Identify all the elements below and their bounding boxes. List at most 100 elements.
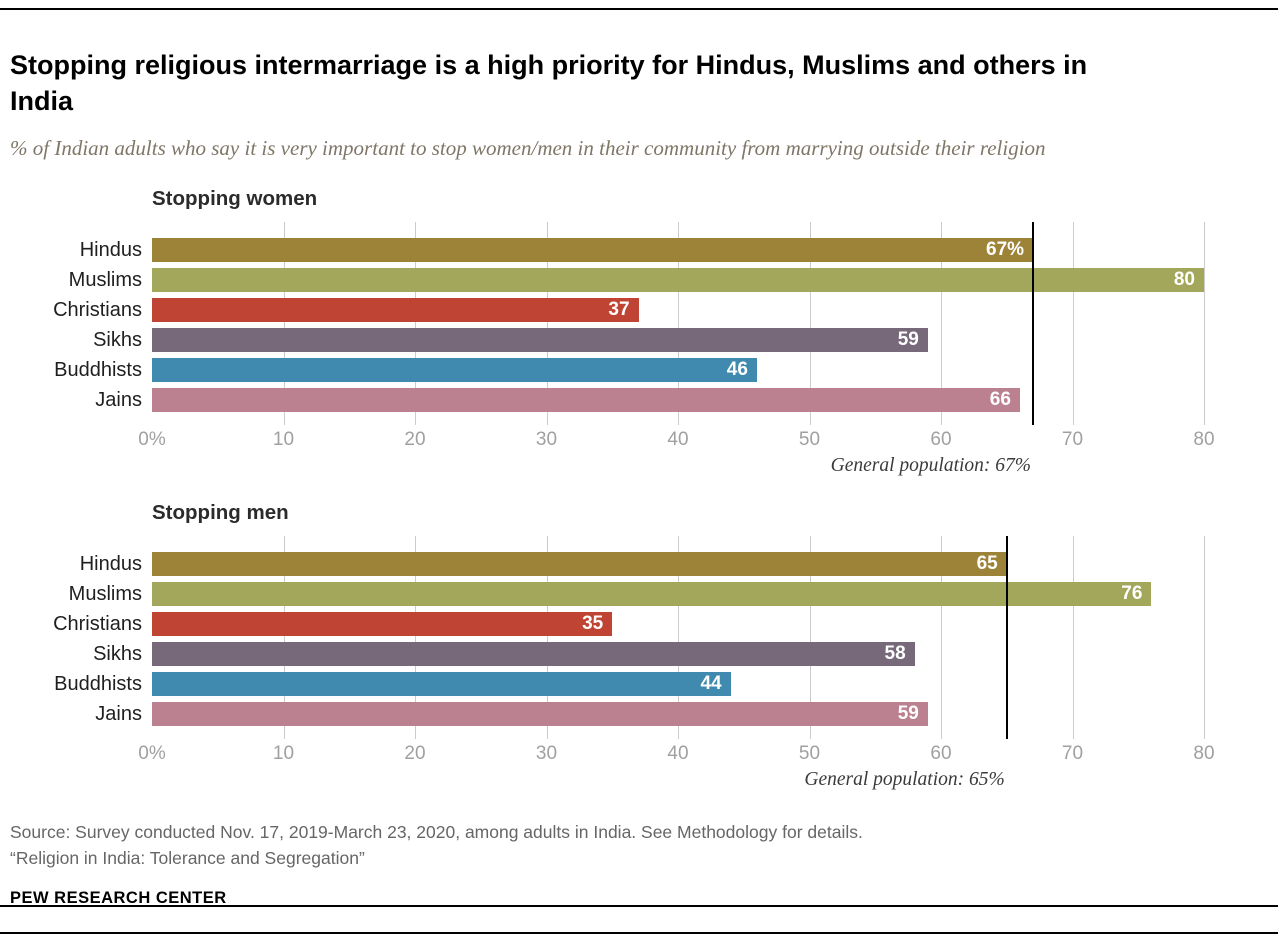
gridline <box>546 221 548 425</box>
bar-christians: 35 <box>152 611 613 636</box>
axis-tick-label: 20 <box>404 428 426 450</box>
bar-value-label: 58 <box>884 642 906 664</box>
bar-row-hindus: 65 <box>152 549 1204 579</box>
general-population-label: General population: 67% <box>830 454 1032 476</box>
bar-value-label: 76 <box>1121 582 1143 604</box>
gridline <box>283 221 285 425</box>
chart-body: Hindus Muslims Christians Sikhs Buddhists Jai… <box>10 535 1205 739</box>
gridline <box>1204 535 1205 739</box>
bar-value-label: 35 <box>582 612 604 634</box>
bar-row-christians: 37 <box>152 295 1204 325</box>
chart-body: Hindus Muslims Christians Sikhs Buddhists Jai… <box>10 221 1205 425</box>
bar-sikhs: 58 <box>152 641 915 666</box>
category-label-sikhs: Sikhs <box>93 642 142 665</box>
category-label-jains: Jains <box>95 702 142 725</box>
axis-tick-label: 70 <box>1061 742 1084 764</box>
gridline <box>415 221 416 425</box>
bar-value-label: 65 <box>976 552 998 574</box>
bar-row-sikhs: 59 <box>152 325 1204 355</box>
footer: Source: Survey conducted Nov. 17, 2019-M… <box>10 819 1204 909</box>
general-population-reference-line <box>1032 221 1035 425</box>
axis-tick-label: 0% <box>138 742 166 764</box>
axis-tick-label: 40 <box>667 742 689 764</box>
bar-sikhs: 59 <box>152 327 928 352</box>
bar-value-label: 46 <box>726 358 748 380</box>
category-label-sikhs: Sikhs <box>93 328 142 351</box>
category-label-hindus: Hindus <box>79 552 142 575</box>
bar-row-hindus: 67% <box>152 235 1204 265</box>
plot-area: 65 76 35 58 44 59 <box>152 535 1205 739</box>
gridline <box>809 535 811 739</box>
bar-muslims: 80 <box>152 267 1204 292</box>
bar-buddhists: 44 <box>152 671 731 696</box>
category-label-hindus: Hindus <box>79 238 142 261</box>
axis-tick-label: 10 <box>272 428 295 450</box>
gridline <box>809 221 811 425</box>
bar-buddhists: 46 <box>152 357 757 382</box>
bar-row-jains: 66 <box>152 385 1204 415</box>
source-note: Source: Survey conducted Nov. 17, 2019-M… <box>10 821 863 842</box>
bottom-edge-rule <box>0 932 1278 934</box>
category-label-christians: Christians <box>53 612 142 635</box>
bar-row-muslims: 80 <box>152 265 1204 295</box>
bar-row-muslims: 76 <box>152 579 1204 609</box>
category-label-buddhists: Buddhists <box>54 358 142 381</box>
page-subtitle: % of Indian adults who say it is very im… <box>10 135 1046 160</box>
top-rule <box>0 8 1278 10</box>
reference-label-row: General population: 65% <box>152 767 1204 799</box>
bar-hindus: 65 <box>152 551 1007 576</box>
gridline <box>678 221 679 425</box>
gridline <box>415 535 416 739</box>
axis-tick-label: 30 <box>535 742 558 764</box>
gridline <box>1072 221 1074 425</box>
bar-row-jains: 59 <box>152 699 1204 729</box>
chart-section-title: Stopping men <box>152 500 289 524</box>
gridline <box>941 221 942 425</box>
gridline <box>546 535 548 739</box>
bar-value-label: 67% <box>986 238 1025 260</box>
axis-tick-label: 40 <box>667 428 689 450</box>
axis-tick-label: 30 <box>535 428 558 450</box>
category-label-muslims: Muslims <box>68 268 142 291</box>
bar-row-buddhists: 44 <box>152 669 1204 699</box>
bar-value-label: 59 <box>897 702 919 724</box>
axis-tick-label: 60 <box>930 742 952 764</box>
pew-research-center-wordmark: PEW RESEARCH CENTER <box>10 889 227 908</box>
axis-tick-label: 80 <box>1193 742 1215 764</box>
axis-tick-label: 70 <box>1061 428 1084 450</box>
plot-area: 67% 80 37 59 46 66 <box>152 221 1205 425</box>
category-label-christians: Christians <box>53 298 142 321</box>
gridline <box>678 535 679 739</box>
reference-label-row: General population: 67% <box>152 453 1204 485</box>
bar-christians: 37 <box>152 297 639 322</box>
general-population-label: General population: 65% <box>804 768 1005 790</box>
axis-tick-label: 10 <box>272 742 295 764</box>
bar-value-label: 44 <box>700 672 722 694</box>
bar-muslims: 76 <box>152 581 1152 606</box>
gridline <box>941 535 942 739</box>
general-population-reference-line <box>1005 535 1008 739</box>
bar-hindus: 67% <box>152 237 1034 262</box>
bottom-rule <box>0 905 1278 907</box>
gridline <box>1204 221 1205 425</box>
axis-tick-label: 50 <box>798 428 821 450</box>
category-label-jains: Jains <box>95 388 142 411</box>
page-title: Stopping religious intermarriage is a hi… <box>10 50 1088 116</box>
bar-row-buddhists: 46 <box>152 355 1204 385</box>
x-axis: 0% 10 20 30 40 50 60 70 80 <box>138 739 1214 767</box>
bar-row-sikhs: 58 <box>152 639 1204 669</box>
axis-tick-label: 50 <box>798 742 821 764</box>
bar-jains: 66 <box>152 387 1020 412</box>
bar-value-label: 59 <box>897 328 919 350</box>
report-title-note: “Religion in India: Tolerance and Segreg… <box>10 847 365 868</box>
chart-section-title: Stopping women <box>152 186 318 210</box>
bar-value-label: 80 <box>1173 268 1195 290</box>
chart-stopping-women: Stopping women Hindus Muslims Christians Si… <box>10 186 1214 485</box>
bar-row-christians: 35 <box>152 609 1204 639</box>
bar-jains: 59 <box>152 701 928 726</box>
bar-value-label: 37 <box>608 298 630 320</box>
category-labels-column: Hindus Muslims Christians Sikhs Buddhists Jai… <box>10 536 152 739</box>
category-label-muslims: Muslims <box>68 582 142 605</box>
axis-tick-label: 0% <box>138 428 166 450</box>
